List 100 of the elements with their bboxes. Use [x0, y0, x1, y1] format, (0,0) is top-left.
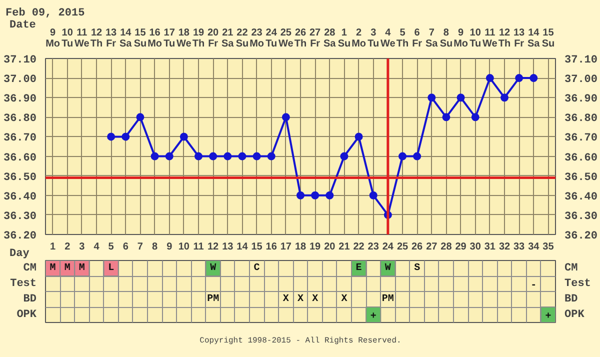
- x-tick-label: 6: [122, 242, 129, 252]
- x-tick-label: 7: [137, 242, 144, 252]
- point: [326, 191, 334, 200]
- point: [369, 191, 378, 200]
- text: M: [64, 262, 70, 274]
- text: X: [282, 294, 289, 305]
- point: [107, 132, 116, 141]
- x-tick-label: 11: [193, 242, 204, 252]
- x-tick-label: 31: [484, 242, 496, 252]
- x2-tick-label: 18 We: [176, 28, 192, 50]
- point: [530, 74, 538, 82]
- x2-tick-label: 16 Mo: [148, 28, 162, 50]
- x2-tick-label: 23 Mo: [250, 28, 264, 50]
- x-tick-label: 33: [514, 242, 526, 252]
- x2-tick-label: 9 Mo: [454, 28, 468, 50]
- x2-tick-label: 14 Sa: [528, 28, 540, 50]
- y-tick-label: 37.10: [3, 54, 37, 66]
- text: +: [370, 311, 376, 322]
- x2-tick-label: 8 Su: [440, 28, 453, 50]
- y-tick-label: 36.50: [3, 172, 37, 184]
- category-label: CM: [23, 262, 36, 274]
- point: [165, 152, 174, 160]
- x-tick-label: 29: [455, 242, 467, 252]
- y-tick-label: 36.80: [3, 113, 37, 126]
- y2-tick-label: 36.60: [564, 152, 598, 164]
- x-tick-label: 1: [50, 242, 56, 252]
- x-tick-label: 25: [396, 242, 408, 252]
- text: X: [298, 294, 304, 305]
- x-tick-label: 26: [412, 242, 424, 252]
- x2-tick-label: 2 Mo: [352, 28, 366, 50]
- x2-tick-label: 4 We: [380, 28, 396, 50]
- x2-tick-label: 13 Fr: [514, 28, 526, 50]
- x-tick-label: 19: [310, 242, 322, 252]
- x-tick-label: 2: [64, 242, 71, 252]
- x-tick-label: 14: [236, 242, 248, 252]
- point: [398, 152, 406, 160]
- point: [136, 113, 144, 122]
- point: [238, 152, 246, 160]
- y2-tick-label: 36.20: [564, 230, 598, 242]
- x2-tick-label: 5 Th: [396, 28, 409, 50]
- point: [354, 132, 363, 141]
- text: -: [530, 280, 537, 292]
- x2-tick-label: 28 Sa: [324, 28, 336, 50]
- y2-tick-label: 36.40: [564, 191, 598, 204]
- x2-tick-label: 6 Fr: [412, 28, 422, 50]
- x2-axis-title: Date: [10, 20, 36, 32]
- point: [267, 152, 276, 160]
- y-tick-label: 36.60: [3, 152, 37, 164]
- x-tick-label: 16: [266, 242, 278, 252]
- x2-tick-label: 17 Tu: [164, 28, 176, 50]
- x-tick-label: 34: [528, 242, 540, 252]
- x-tick-label: 24: [382, 242, 394, 252]
- point: [413, 152, 422, 160]
- x2-tick-label: 21 Sa: [222, 28, 234, 50]
- point: [252, 152, 261, 160]
- x2-tick-label: 13 Fr: [106, 28, 118, 50]
- x2-tick-label: 9 Mo: [46, 28, 60, 50]
- text: E: [356, 262, 362, 274]
- category-label: BD: [23, 293, 36, 306]
- text: PM: [382, 294, 394, 305]
- point: [456, 94, 465, 102]
- x-tick-label: 12: [208, 242, 220, 252]
- category-label: OPK: [16, 308, 37, 321]
- y-tick-label: 36.70: [3, 132, 37, 145]
- x-tick-label: 15: [251, 242, 263, 252]
- x-tick-label: 3: [79, 242, 86, 252]
- text: X: [312, 294, 318, 305]
- text: +: [545, 311, 552, 322]
- x2-tick-label: 22 Su: [236, 28, 249, 50]
- text: PM: [207, 294, 220, 305]
- x-tick-label: 35: [542, 242, 554, 252]
- x2-tick-label: 14 Sa: [120, 28, 132, 50]
- x2-tick-label: 10 Tu: [470, 28, 482, 50]
- point: [311, 191, 320, 200]
- text: Copyright 1998-2015 - All Rights Reserved.: [200, 336, 402, 346]
- x2-tick-label: 10 Tu: [62, 28, 74, 50]
- point: [515, 74, 524, 82]
- y2-tick-label: 37.10: [564, 54, 598, 66]
- x2-tick-label: 12 Th: [498, 28, 511, 50]
- x-tick-label: 13: [222, 242, 234, 252]
- y2-tick-label: 36.70: [564, 132, 598, 145]
- x-tick-label: 8: [152, 242, 158, 252]
- point: [180, 132, 188, 141]
- y-tick-label: 36.20: [3, 230, 37, 242]
- point: [486, 74, 494, 82]
- y-tick-label: 36.30: [3, 210, 37, 223]
- x-tick-label: 17: [280, 242, 292, 252]
- point: [150, 152, 159, 160]
- x-tick-label: 23: [368, 242, 380, 252]
- x2-tick-label: 7 Sa: [426, 28, 438, 50]
- point: [471, 113, 480, 122]
- point: [282, 113, 290, 122]
- x2-tick-label: 3 Tu: [368, 28, 380, 50]
- point: [340, 152, 348, 160]
- x2-tick-label: 12 Th: [90, 28, 103, 50]
- x2-tick-label: 26 Th: [294, 28, 307, 50]
- y-tick-label: 36.40: [3, 191, 37, 204]
- point: [194, 152, 202, 160]
- x2-tick-label: 11 We: [482, 28, 498, 50]
- x-tick-label: 5: [108, 242, 114, 252]
